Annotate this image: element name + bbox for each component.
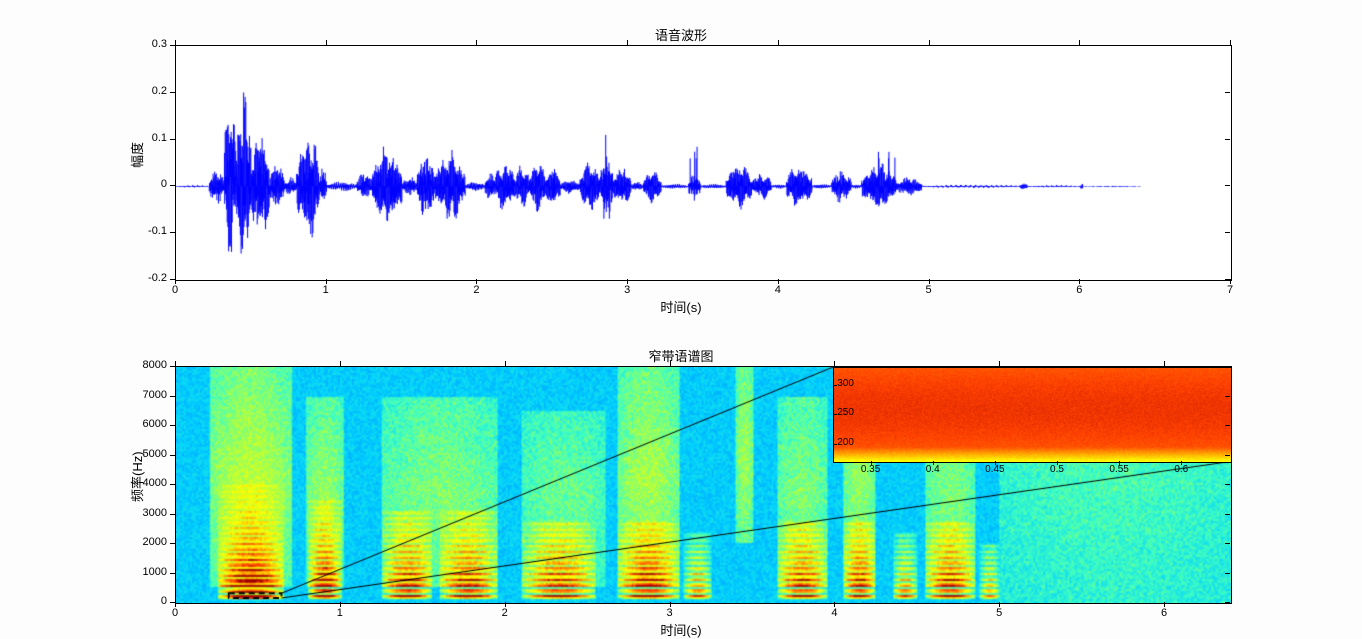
xtick-label: 4 <box>831 607 837 619</box>
inset-axes <box>833 367 1232 463</box>
ytick-label: 7000 <box>143 389 167 401</box>
inset-ytick-label: 250 <box>837 407 854 418</box>
xtick-label: 1 <box>323 284 329 296</box>
ytick-label: -0.2 <box>148 272 167 284</box>
inset-canvas <box>834 368 1232 462</box>
xtick-label: 7 <box>1227 284 1233 296</box>
ytick-label: 0 <box>161 178 167 190</box>
inset-xtick-label: 0.35 <box>861 464 880 475</box>
xtick-label: 3 <box>624 284 630 296</box>
ytick-label: 0.2 <box>152 85 167 97</box>
xtick-label: 5 <box>996 607 1002 619</box>
xtick-label: 2 <box>502 607 508 619</box>
xtick-label: 6 <box>1076 284 1082 296</box>
waveform-title: 语音波形 <box>0 25 1362 44</box>
xtick-label: 0 <box>172 284 178 296</box>
xtick-label: 5 <box>926 284 932 296</box>
xtick-label: 3 <box>666 607 672 619</box>
ytick-label: 1000 <box>143 566 167 578</box>
waveform-axes <box>175 45 1232 281</box>
inset-ytick-label: 300 <box>837 378 854 389</box>
inset-xtick-label: 0.5 <box>1050 464 1064 475</box>
waveform-canvas <box>176 46 1231 280</box>
inset-xtick-label: 0.45 <box>985 464 1004 475</box>
xtick-label: 0 <box>172 607 178 619</box>
inset-ytick-label: 200 <box>837 437 854 448</box>
inset-xtick-label: 0.55 <box>1109 464 1128 475</box>
spectrogram-title: 窄带语谱图 <box>0 346 1362 365</box>
ytick-label: 3000 <box>143 507 167 519</box>
ytick-label: 5000 <box>143 448 167 460</box>
ytick-label: 0.3 <box>152 38 167 50</box>
inset-xtick-label: 0.6 <box>1174 464 1188 475</box>
figure: 语音波形 幅度 时间(s) 0 1 2 3 4 5 6 7 -0.2 -0.1 0 0.1 0.2 0.3… <box>0 0 1362 636</box>
ytick-label: 8000 <box>143 359 167 371</box>
spectrogram-xlabel: 时间(s) <box>0 620 1362 639</box>
ytick-label: 4000 <box>143 477 167 489</box>
waveform-xlabel: 时间(s) <box>0 297 1362 316</box>
ytick-label: 2000 <box>143 536 167 548</box>
spectrogram-axes: 200 250 300 0.35 0.4 0.45 0.5 0.55 0.6 <box>175 366 1232 604</box>
ytick-label: 0.1 <box>152 132 167 144</box>
ytick-label: -0.1 <box>148 225 167 237</box>
ytick-label: 0 <box>161 595 167 607</box>
waveform-ylabel: 幅度 <box>127 142 146 168</box>
xtick-label: 4 <box>775 284 781 296</box>
xtick-label: 6 <box>1161 607 1167 619</box>
xtick-label: 1 <box>337 607 343 619</box>
inset-xtick-label: 0.4 <box>926 464 940 475</box>
ytick-label: 6000 <box>143 418 167 430</box>
xtick-label: 2 <box>473 284 479 296</box>
